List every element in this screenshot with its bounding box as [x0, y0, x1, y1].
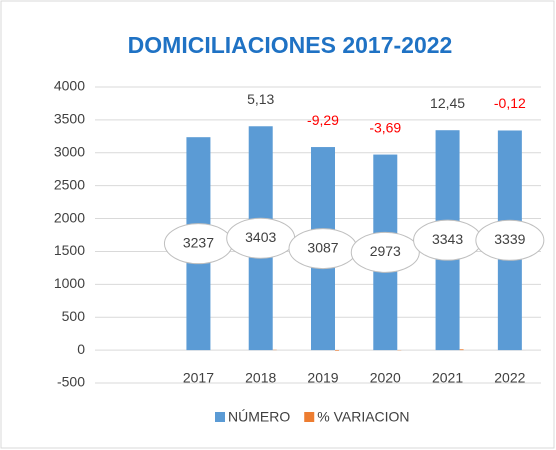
data-label: 3343 — [432, 231, 463, 247]
y-tick-label: 500 — [62, 308, 86, 324]
legend-swatch — [304, 412, 315, 422]
y-tick-label: 0 — [77, 341, 85, 357]
data-label: -3,69 — [369, 119, 401, 135]
x-tick-label: 2017 — [183, 370, 214, 386]
x-tick-label: 2020 — [370, 370, 401, 386]
data-label-bubble — [475, 219, 545, 261]
legend-label: % VARIACION — [317, 409, 409, 425]
y-tick-label: -500 — [57, 374, 85, 390]
legend-swatch — [215, 412, 225, 422]
data-label: 3339 — [494, 231, 525, 247]
data-label: 3403 — [245, 229, 276, 245]
y-tick-label: 2500 — [54, 176, 85, 192]
data-label: 5,13 — [247, 91, 274, 107]
legend-label: NÚMERO — [228, 409, 290, 425]
data-label: 3087 — [307, 239, 338, 255]
data-label-bubble — [350, 231, 420, 273]
y-tick-label: 1000 — [54, 275, 85, 291]
y-tick-label: 1500 — [54, 242, 85, 258]
x-tick-label: 2019 — [307, 370, 338, 386]
x-tick-label: 2022 — [494, 370, 525, 386]
data-label: -9,29 — [307, 112, 339, 128]
chart-title: DOMICILIACIONES 2017-2022 — [128, 32, 453, 58]
y-tick-label: 2000 — [54, 209, 85, 225]
y-tick-label: 4000 — [54, 78, 85, 94]
x-tick-label: 2018 — [245, 370, 276, 386]
data-label: -0,12 — [494, 95, 526, 111]
y-tick-label: 3500 — [54, 111, 85, 127]
y-tick-label: 3000 — [54, 143, 85, 159]
bar — [459, 349, 464, 351]
data-label: 3237 — [183, 234, 214, 250]
data-label: 12,45 — [430, 95, 465, 111]
data-label: 2973 — [370, 243, 401, 259]
x-tick-label: 2021 — [432, 370, 463, 386]
bar — [335, 350, 339, 351]
